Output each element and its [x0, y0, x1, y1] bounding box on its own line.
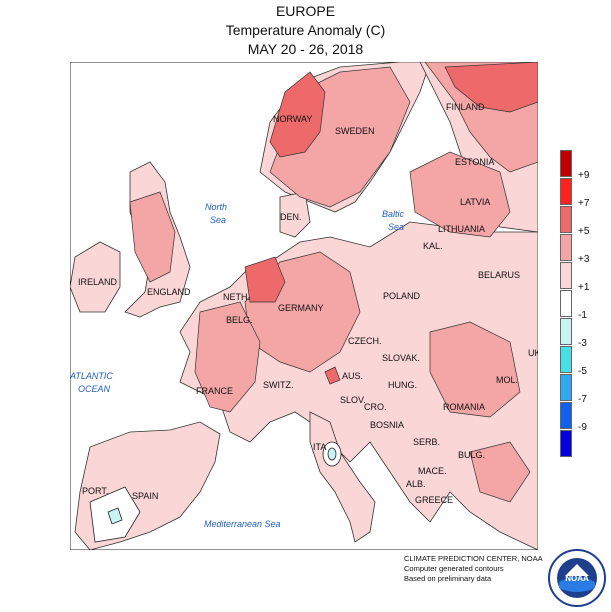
label-bulg: BULG. [458, 450, 485, 460]
legend-label: -1 [578, 310, 587, 321]
noaa-logo: NOAA [548, 549, 606, 607]
label-hung: HUNG. [388, 380, 417, 390]
label-finland: FINLAND [446, 102, 485, 112]
label-kal: KAL. [423, 241, 443, 251]
label-poland: POLAND [383, 291, 421, 301]
legend-label: +9 [578, 170, 590, 181]
label-france: FRANCE [196, 386, 233, 396]
legend-label: +1 [578, 282, 590, 293]
title-variable: Temperature Anomaly (C) [225, 22, 386, 38]
label-sweden: SWEDEN [335, 126, 375, 136]
label-ita: ITA [313, 442, 326, 452]
title-dates: MAY 20 - 26, 2018 [247, 41, 364, 57]
label-norway: NORWAY [273, 114, 312, 124]
label-serb: SERB. [413, 437, 440, 447]
legend-swatch [560, 430, 572, 457]
legend-swatch [560, 374, 572, 401]
label-mace: MACE. [418, 466, 447, 476]
legend-label: +7 [578, 198, 590, 209]
noaa-logo-text: NOAA [565, 574, 589, 583]
label-slovak: SLOVAK. [382, 353, 420, 363]
anomaly-plus5 [244, 62, 538, 385]
legend-swatch [560, 178, 572, 205]
label-england: ENGLAND [147, 287, 191, 297]
label-aus: AUS. [342, 371, 363, 381]
label-latvia: LATVIA [460, 197, 490, 207]
label-mol: MOL. [496, 375, 518, 385]
label-north-sea-1: North [205, 202, 227, 212]
label-mediterranean: Mediterranean Sea [204, 519, 281, 529]
label-ireland: IRELAND [78, 277, 118, 287]
legend-label: +3 [578, 254, 590, 265]
label-estonia: ESTONIA [455, 157, 494, 167]
label-germany: GERMANY [278, 303, 324, 313]
legend-swatch [560, 402, 572, 429]
label-uk: UK [528, 348, 538, 358]
credit-block: CLIMATE PREDICTION CENTER, NOAA Computer… [404, 554, 543, 584]
legend-swatch [560, 206, 572, 233]
legend-swatch [560, 346, 572, 373]
legend-label: +5 [578, 226, 590, 237]
legend-label: -3 [578, 338, 587, 349]
label-baltic-sea-1: Baltic [382, 209, 405, 219]
label-alb: ALB. [406, 479, 426, 489]
label-belarus: BELARUS [478, 270, 520, 280]
label-czech: CZECH. [348, 336, 382, 346]
label-greece: GREECE [415, 495, 453, 505]
label-bosnia: BOSNIA [370, 420, 404, 430]
label-port: PORT. [82, 486, 108, 496]
label-atlantic-1: ATLANTIC [70, 371, 113, 381]
label-slov: SLOV. [340, 395, 366, 405]
legend-label: -9 [578, 422, 587, 433]
legend-label: -7 [578, 394, 587, 405]
color-legend: +9 +7 +5 +3 +1 -1 -3 -5 -7 -9 [558, 150, 608, 465]
label-north-sea-2: Sea [210, 215, 226, 225]
legend-swatch [560, 262, 572, 289]
anomaly-map: NORWAY SWEDEN FINLAND ESTONIA LATVIA LIT… [70, 62, 538, 550]
map-title: EUROPE Temperature Anomaly (C) MAY 20 - … [0, 2, 611, 59]
label-lithuania: LITHUANIA [438, 224, 485, 234]
label-switz: SWITZ. [263, 380, 294, 390]
legend-swatch [560, 150, 572, 177]
credit-line-3: Based on preliminary data [404, 574, 492, 583]
label-spain: SPAIN [132, 491, 158, 501]
label-belg: BELG. [226, 315, 253, 325]
label-neth: NETH. [223, 292, 250, 302]
credit-line-1: CLIMATE PREDICTION CENTER, NOAA [404, 554, 543, 563]
title-region: EUROPE [275, 3, 336, 19]
label-cro: CRO. [364, 402, 387, 412]
anomaly-minus [89, 441, 342, 543]
label-baltic-sea-2: Sea [388, 222, 404, 232]
legend-swatch [560, 318, 572, 345]
label-atlantic-2: OCEAN [78, 384, 111, 394]
legend-label: -5 [578, 366, 587, 377]
country-labels: NORWAY SWEDEN FINLAND ESTONIA LATVIA LIT… [78, 102, 538, 505]
credit-line-2: Computer generated contours [404, 564, 504, 573]
sea-labels: North Sea Baltic Sea ATLANTIC OCEAN Medi… [70, 202, 405, 529]
label-romania: ROMANIA [443, 402, 485, 412]
legend-swatch [560, 234, 572, 261]
legend-swatch [560, 290, 572, 317]
label-den: DEN. [280, 212, 302, 222]
